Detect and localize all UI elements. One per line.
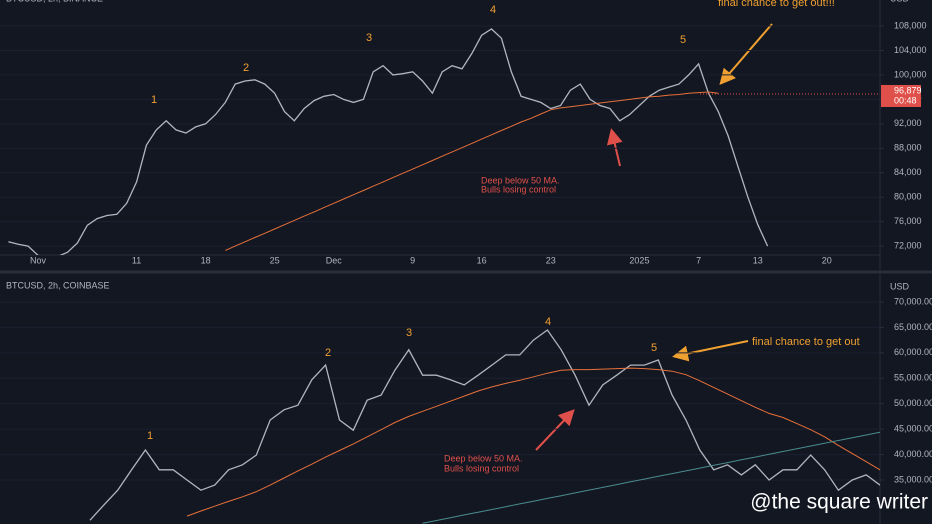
annotation: 2 [325, 347, 331, 359]
watermark: @the square writer [750, 491, 928, 514]
x-tick-label: 25 [270, 255, 280, 265]
annotation: 1 [147, 430, 153, 442]
x-tick-label: 23 [546, 255, 556, 265]
x-tick-label: 9 [410, 255, 415, 265]
moving-average [186, 367, 880, 517]
axis-unit: USD [890, 281, 910, 291]
y-tick-label: 88,000 [894, 143, 922, 153]
arrow [535, 409, 575, 451]
x-tick-label: 20 [822, 255, 832, 265]
y-tick-label: 35,000.00 [894, 474, 932, 484]
chart-title: BTCUSD, 2h, COINBASE [6, 280, 110, 290]
countdown: 00:48 [894, 95, 917, 105]
annotation: final chance to get out [752, 336, 860, 348]
annotation: Deep below 50 MA. [481, 175, 560, 185]
price-line [8, 28, 769, 255]
arrow [606, 128, 623, 167]
price-line [89, 329, 880, 521]
x-tick-label: 11 [132, 255, 141, 265]
y-tick-label: 72,000 [894, 240, 922, 250]
price-label: 96,879 [894, 85, 922, 95]
annotation: Bulls losing control [444, 463, 519, 473]
plot-area [89, 329, 880, 524]
moving-average [225, 91, 719, 251]
chart-title: BTCUSD, 2h, BINANCE [6, 0, 103, 3]
y-tick-label: 45,000.00 [894, 424, 932, 434]
annotation: Deep below 50 MA. [444, 453, 523, 463]
y-tick-label: 76,000 [894, 216, 922, 226]
y-tick-label: 60,000.00 [894, 347, 932, 357]
plot-area [8, 28, 769, 255]
y-tick-label: 80,000 [894, 192, 922, 202]
y-tick-label: 55,000.00 [894, 373, 932, 383]
x-tick-label: 18 [201, 255, 211, 265]
y-tick-label: 40,000.00 [894, 449, 932, 459]
y-tick-label: 92,000 [894, 118, 922, 128]
y-tick-label: 65,000.00 [894, 322, 932, 332]
x-tick-label: 13 [753, 255, 763, 265]
annotation: 3 [406, 327, 412, 339]
moving-average [422, 431, 880, 524]
x-tick-label: 7 [696, 255, 701, 265]
arrow [672, 340, 749, 362]
annotation: 2 [243, 62, 249, 74]
x-tick-label: Dec [326, 255, 343, 265]
x-tick-label: 16 [477, 255, 487, 265]
y-tick-label: 70,000.00 [894, 296, 932, 306]
y-tick-label: 84,000 [894, 167, 922, 177]
arrow [719, 23, 773, 86]
y-tick-label: 104,000 [894, 45, 927, 55]
annotation: final chance to get out!!! [718, 0, 835, 9]
x-tick-label: 2025 [629, 255, 649, 265]
x-tick-label: Nov [30, 255, 47, 265]
y-tick-label: 50,000.00 [894, 398, 932, 408]
annotation: 5 [680, 34, 686, 46]
annotation: 3 [366, 32, 372, 44]
annotation: 5 [651, 342, 657, 354]
axis-unit: USD [890, 0, 910, 3]
y-tick-label: 108,000 [894, 20, 927, 30]
price-badge [881, 84, 921, 107]
y-tick-label: 100,000 [894, 69, 927, 79]
annotation: 4 [545, 316, 551, 328]
annotation: 1 [151, 94, 157, 106]
annotation: 4 [490, 4, 496, 16]
annotation: Bulls losing control [481, 184, 556, 194]
